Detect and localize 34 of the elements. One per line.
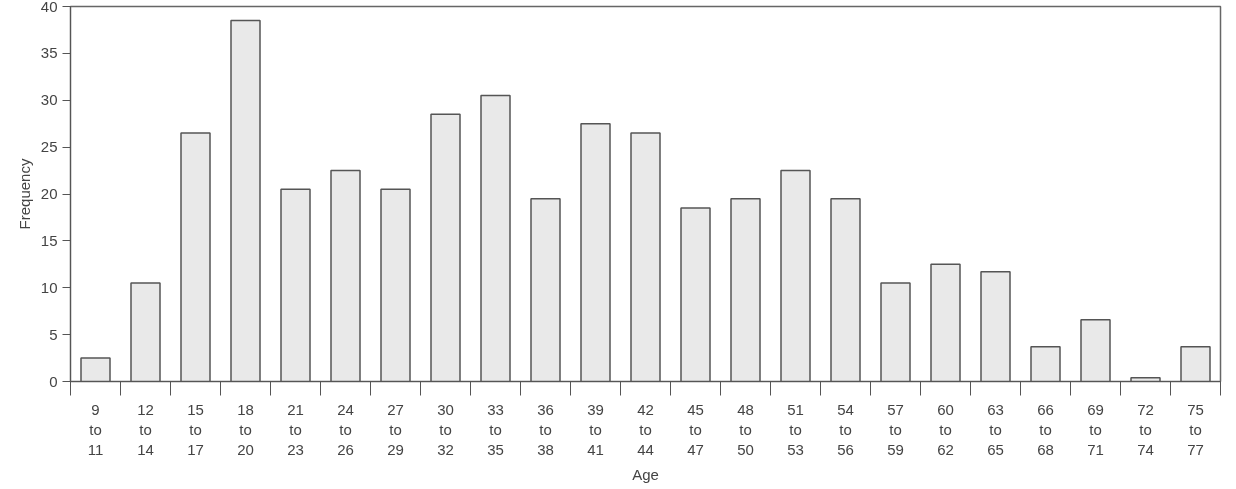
y-tick-label: 10: [40, 278, 58, 296]
y-tick-label: 5: [49, 325, 58, 343]
x-tick-label: 30 to 32: [437, 400, 454, 459]
x-tick-label: 66 to 68: [1037, 400, 1054, 459]
x-tick-label: 42 to 44: [637, 400, 654, 459]
y-tick-label: 20: [40, 185, 58, 202]
x-tick-label: 69 to 71: [1087, 400, 1104, 459]
x-tick-label: 63 to 65: [987, 400, 1004, 459]
x-tick-label: 18 to 20: [237, 400, 254, 459]
x-tick-label: 24 to 26: [337, 400, 354, 459]
x-tick-label: 51 to 53: [787, 400, 804, 459]
x-tick-label: 27 to 29: [387, 400, 404, 459]
x-tick-label: 72 to 74: [1137, 400, 1154, 459]
x-tick-label: 60 to 62: [937, 400, 954, 459]
y-tick-label: 35: [40, 44, 58, 62]
x-tick-label: 36 to 38: [537, 400, 554, 459]
x-tick-label: 48 to 50: [737, 400, 754, 459]
x-tick-label: 57 to 59: [887, 400, 904, 459]
x-tick-label: 15 to 17: [187, 400, 204, 459]
x-tick-label: 33 to 35: [487, 400, 504, 459]
y-tick-label: 30: [40, 91, 58, 109]
y-axis-title: Frequency: [15, 158, 33, 230]
x-tick-label: 21 to 23: [287, 400, 304, 459]
x-tick-label: 75 to 77: [1187, 400, 1204, 459]
y-tick-label: 0: [49, 372, 58, 390]
x-axis-title: Age: [632, 466, 659, 484]
y-tick-label: 25: [40, 138, 58, 156]
x-tick-label: 9 to 11: [87, 400, 104, 459]
x-tick-label: 45 to 47: [687, 400, 704, 459]
x-tick-label: 39 to 41: [587, 400, 604, 459]
y-tick-label: 40: [40, 0, 58, 15]
y-tick-label: 15: [40, 231, 58, 249]
x-tick-label: 54 to 56: [837, 400, 854, 459]
x-tick-label: 12 to 14: [137, 400, 154, 459]
